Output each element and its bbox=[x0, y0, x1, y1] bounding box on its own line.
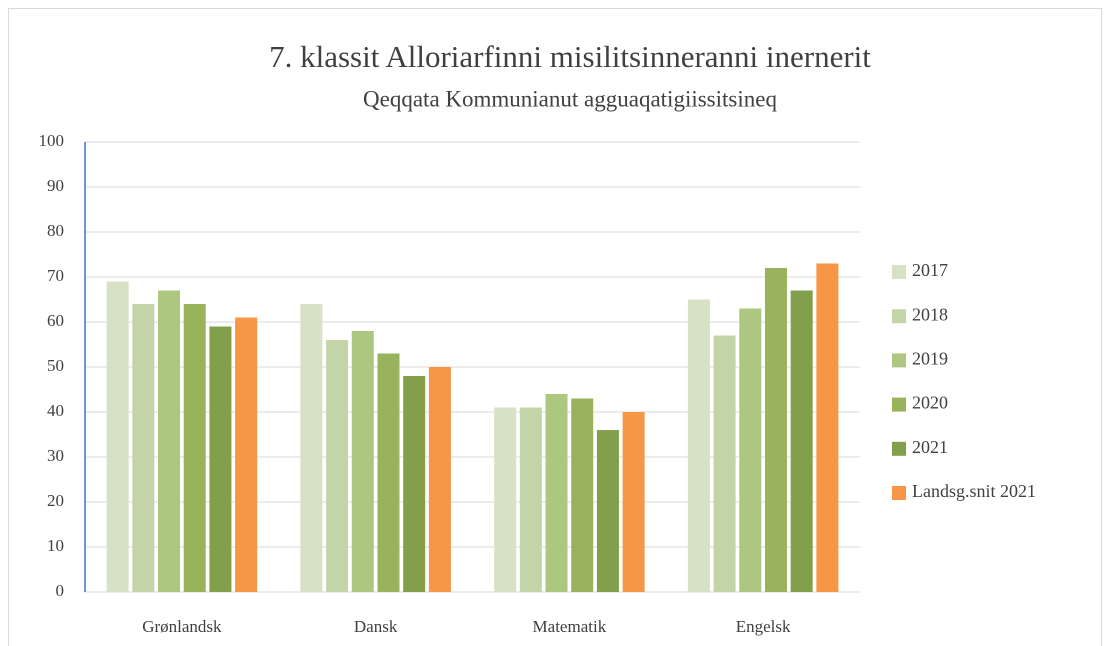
legend-swatch bbox=[892, 265, 906, 279]
chart-title: 7. klassit Alloriarfinni misilitsinneran… bbox=[269, 39, 871, 74]
bar bbox=[739, 308, 762, 592]
bar bbox=[235, 317, 258, 592]
bar bbox=[106, 281, 129, 592]
bar bbox=[351, 331, 374, 592]
bar bbox=[326, 340, 349, 592]
legend-label: Landsg.snit 2021 bbox=[912, 481, 1036, 501]
legend-label: 2018 bbox=[912, 304, 948, 324]
x-tick-label: Grønlandsk bbox=[142, 617, 222, 636]
x-tick-label: Dansk bbox=[354, 617, 398, 636]
bar bbox=[790, 290, 813, 592]
legend-swatch bbox=[892, 441, 906, 456]
legend-label: 2021 bbox=[912, 437, 948, 457]
legend-swatch bbox=[892, 309, 906, 324]
bar bbox=[519, 407, 542, 592]
legend-label: 2020 bbox=[912, 393, 948, 413]
y-tick-label: 50 bbox=[47, 356, 64, 375]
bar bbox=[622, 412, 645, 592]
bar bbox=[300, 304, 323, 592]
legend-label: 2019 bbox=[912, 349, 948, 369]
bar bbox=[377, 353, 400, 592]
legend-swatch bbox=[892, 397, 906, 412]
bar bbox=[209, 326, 232, 592]
y-tick-label: 10 bbox=[47, 536, 64, 555]
bar bbox=[687, 299, 710, 592]
y-tick-label: 90 bbox=[47, 176, 64, 195]
bar bbox=[545, 394, 568, 592]
bar bbox=[713, 335, 736, 592]
y-tick-label: 60 bbox=[47, 311, 64, 330]
bar bbox=[183, 304, 206, 592]
bar bbox=[571, 398, 594, 592]
bar bbox=[816, 263, 839, 592]
bar bbox=[132, 304, 155, 592]
x-tick-label: Matematik bbox=[533, 617, 607, 636]
bar bbox=[428, 367, 451, 592]
chart-border bbox=[8, 8, 1102, 646]
legend-label: 2017 bbox=[912, 260, 948, 280]
bar bbox=[494, 407, 517, 592]
legend-swatch bbox=[892, 486, 906, 500]
bar bbox=[403, 376, 426, 592]
y-tick-label: 80 bbox=[47, 221, 64, 240]
y-tick-label: 70 bbox=[47, 266, 64, 285]
chart-subtitle: Qeqqata Kommunianut agguaqatigiissitsine… bbox=[363, 86, 777, 111]
bar bbox=[158, 290, 181, 592]
bar bbox=[764, 268, 787, 592]
y-tick-label: 40 bbox=[47, 401, 64, 420]
y-tick-label: 0 bbox=[56, 581, 65, 600]
y-tick-label: 100 bbox=[39, 131, 65, 150]
y-tick-label: 30 bbox=[47, 446, 64, 465]
legend-swatch bbox=[892, 353, 906, 368]
bar bbox=[596, 430, 619, 592]
x-tick-label: Engelsk bbox=[736, 617, 791, 636]
y-tick-label: 20 bbox=[47, 491, 64, 510]
